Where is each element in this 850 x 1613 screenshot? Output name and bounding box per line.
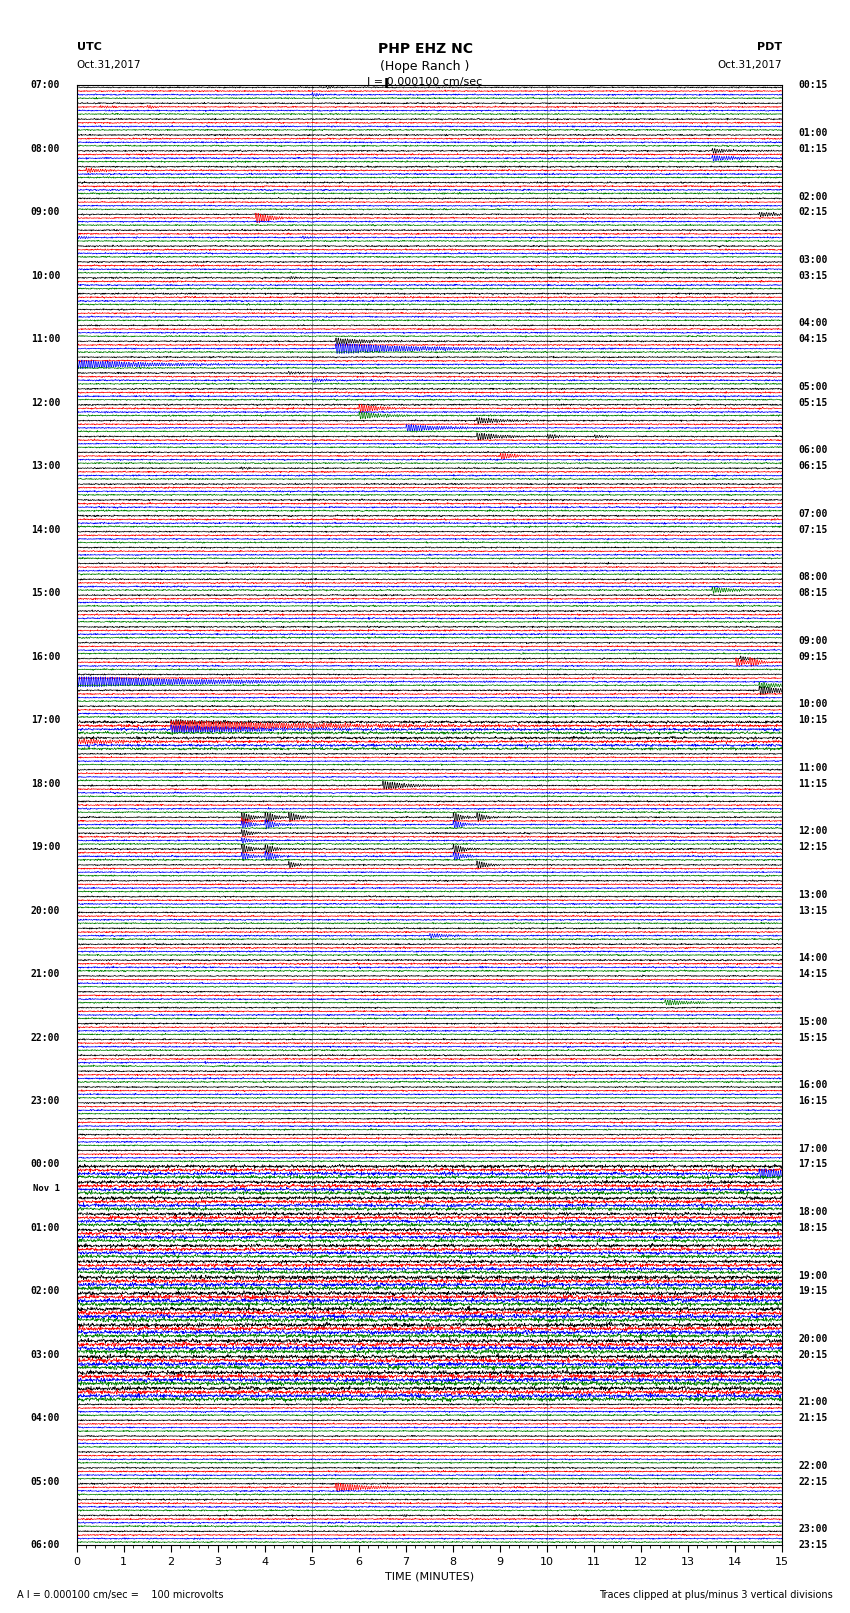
Text: 05:00: 05:00 [31,1478,60,1487]
Text: 21:15: 21:15 [798,1413,828,1423]
Text: (Hope Ranch ): (Hope Ranch ) [380,60,470,73]
Text: 08:00: 08:00 [798,573,828,582]
Text: 11:15: 11:15 [798,779,828,789]
Text: Traces clipped at plus/minus 3 vertical divisions: Traces clipped at plus/minus 3 vertical … [599,1590,833,1600]
Text: 18:00: 18:00 [31,779,60,789]
Text: 09:00: 09:00 [798,636,828,645]
Text: I: I [384,77,389,92]
Text: 20:00: 20:00 [31,905,60,916]
Text: 16:00: 16:00 [798,1081,828,1090]
Text: Nov 1: Nov 1 [33,1184,60,1192]
Text: 09:00: 09:00 [31,208,60,218]
Text: 17:15: 17:15 [798,1160,828,1169]
Text: 03:00: 03:00 [798,255,828,265]
Text: 19:15: 19:15 [798,1287,828,1297]
Text: 06:15: 06:15 [798,461,828,471]
Text: 23:00: 23:00 [798,1524,828,1534]
Text: 02:00: 02:00 [31,1287,60,1297]
Text: 21:00: 21:00 [798,1397,828,1408]
Text: 01:15: 01:15 [798,144,828,153]
Text: 13:00: 13:00 [31,461,60,471]
Text: A I = 0.000100 cm/sec =    100 microvolts: A I = 0.000100 cm/sec = 100 microvolts [17,1590,224,1600]
Text: 18:15: 18:15 [798,1223,828,1232]
Text: 04:15: 04:15 [798,334,828,344]
Text: 14:00: 14:00 [798,953,828,963]
Text: 10:00: 10:00 [798,700,828,710]
Text: PDT: PDT [756,42,782,52]
Text: 08:00: 08:00 [31,144,60,153]
Text: 05:00: 05:00 [798,382,828,392]
Text: 12:00: 12:00 [31,398,60,408]
Text: 19:00: 19:00 [31,842,60,852]
Text: 07:00: 07:00 [798,508,828,519]
Text: 03:00: 03:00 [31,1350,60,1360]
Text: 22:00: 22:00 [31,1032,60,1042]
Text: 13:00: 13:00 [798,890,828,900]
Text: 04:00: 04:00 [31,1413,60,1423]
Text: 06:00: 06:00 [31,1540,60,1550]
Text: Oct.31,2017: Oct.31,2017 [76,60,141,69]
Text: 22:00: 22:00 [798,1461,828,1471]
Text: 15:00: 15:00 [798,1016,828,1026]
Text: 11:00: 11:00 [798,763,828,773]
Text: I = 0.000100 cm/sec: I = 0.000100 cm/sec [367,77,483,87]
Text: 23:15: 23:15 [798,1540,828,1550]
Text: 00:15: 00:15 [798,81,828,90]
Text: 16:15: 16:15 [798,1095,828,1107]
Text: 06:00: 06:00 [798,445,828,455]
Text: 07:00: 07:00 [31,81,60,90]
Text: 18:00: 18:00 [798,1207,828,1218]
Text: 02:00: 02:00 [798,192,828,202]
Text: 11:00: 11:00 [31,334,60,344]
X-axis label: TIME (MINUTES): TIME (MINUTES) [385,1571,473,1581]
Text: 04:00: 04:00 [798,318,828,329]
Text: 01:00: 01:00 [31,1223,60,1232]
Text: 09:15: 09:15 [798,652,828,661]
Text: 20:15: 20:15 [798,1350,828,1360]
Text: 12:00: 12:00 [798,826,828,836]
Text: 21:00: 21:00 [31,969,60,979]
Text: 08:15: 08:15 [798,589,828,598]
Text: 20:00: 20:00 [798,1334,828,1344]
Text: 16:00: 16:00 [31,652,60,661]
Text: 00:00: 00:00 [31,1160,60,1169]
Text: 05:15: 05:15 [798,398,828,408]
Text: 10:15: 10:15 [798,715,828,726]
Text: PHP EHZ NC: PHP EHZ NC [377,42,473,56]
Text: Oct.31,2017: Oct.31,2017 [717,60,782,69]
Text: 19:00: 19:00 [798,1271,828,1281]
Text: 03:15: 03:15 [798,271,828,281]
Text: 10:00: 10:00 [31,271,60,281]
Text: 14:15: 14:15 [798,969,828,979]
Text: UTC: UTC [76,42,101,52]
Text: 12:15: 12:15 [798,842,828,852]
Text: 13:15: 13:15 [798,905,828,916]
Text: 01:00: 01:00 [798,127,828,139]
Text: 17:00: 17:00 [31,715,60,726]
Text: 15:00: 15:00 [31,589,60,598]
Text: 02:15: 02:15 [798,208,828,218]
Text: 22:15: 22:15 [798,1478,828,1487]
Text: 07:15: 07:15 [798,524,828,536]
Text: 23:00: 23:00 [31,1095,60,1107]
Text: 14:00: 14:00 [31,524,60,536]
Text: 15:15: 15:15 [798,1032,828,1042]
Text: 17:00: 17:00 [798,1144,828,1153]
